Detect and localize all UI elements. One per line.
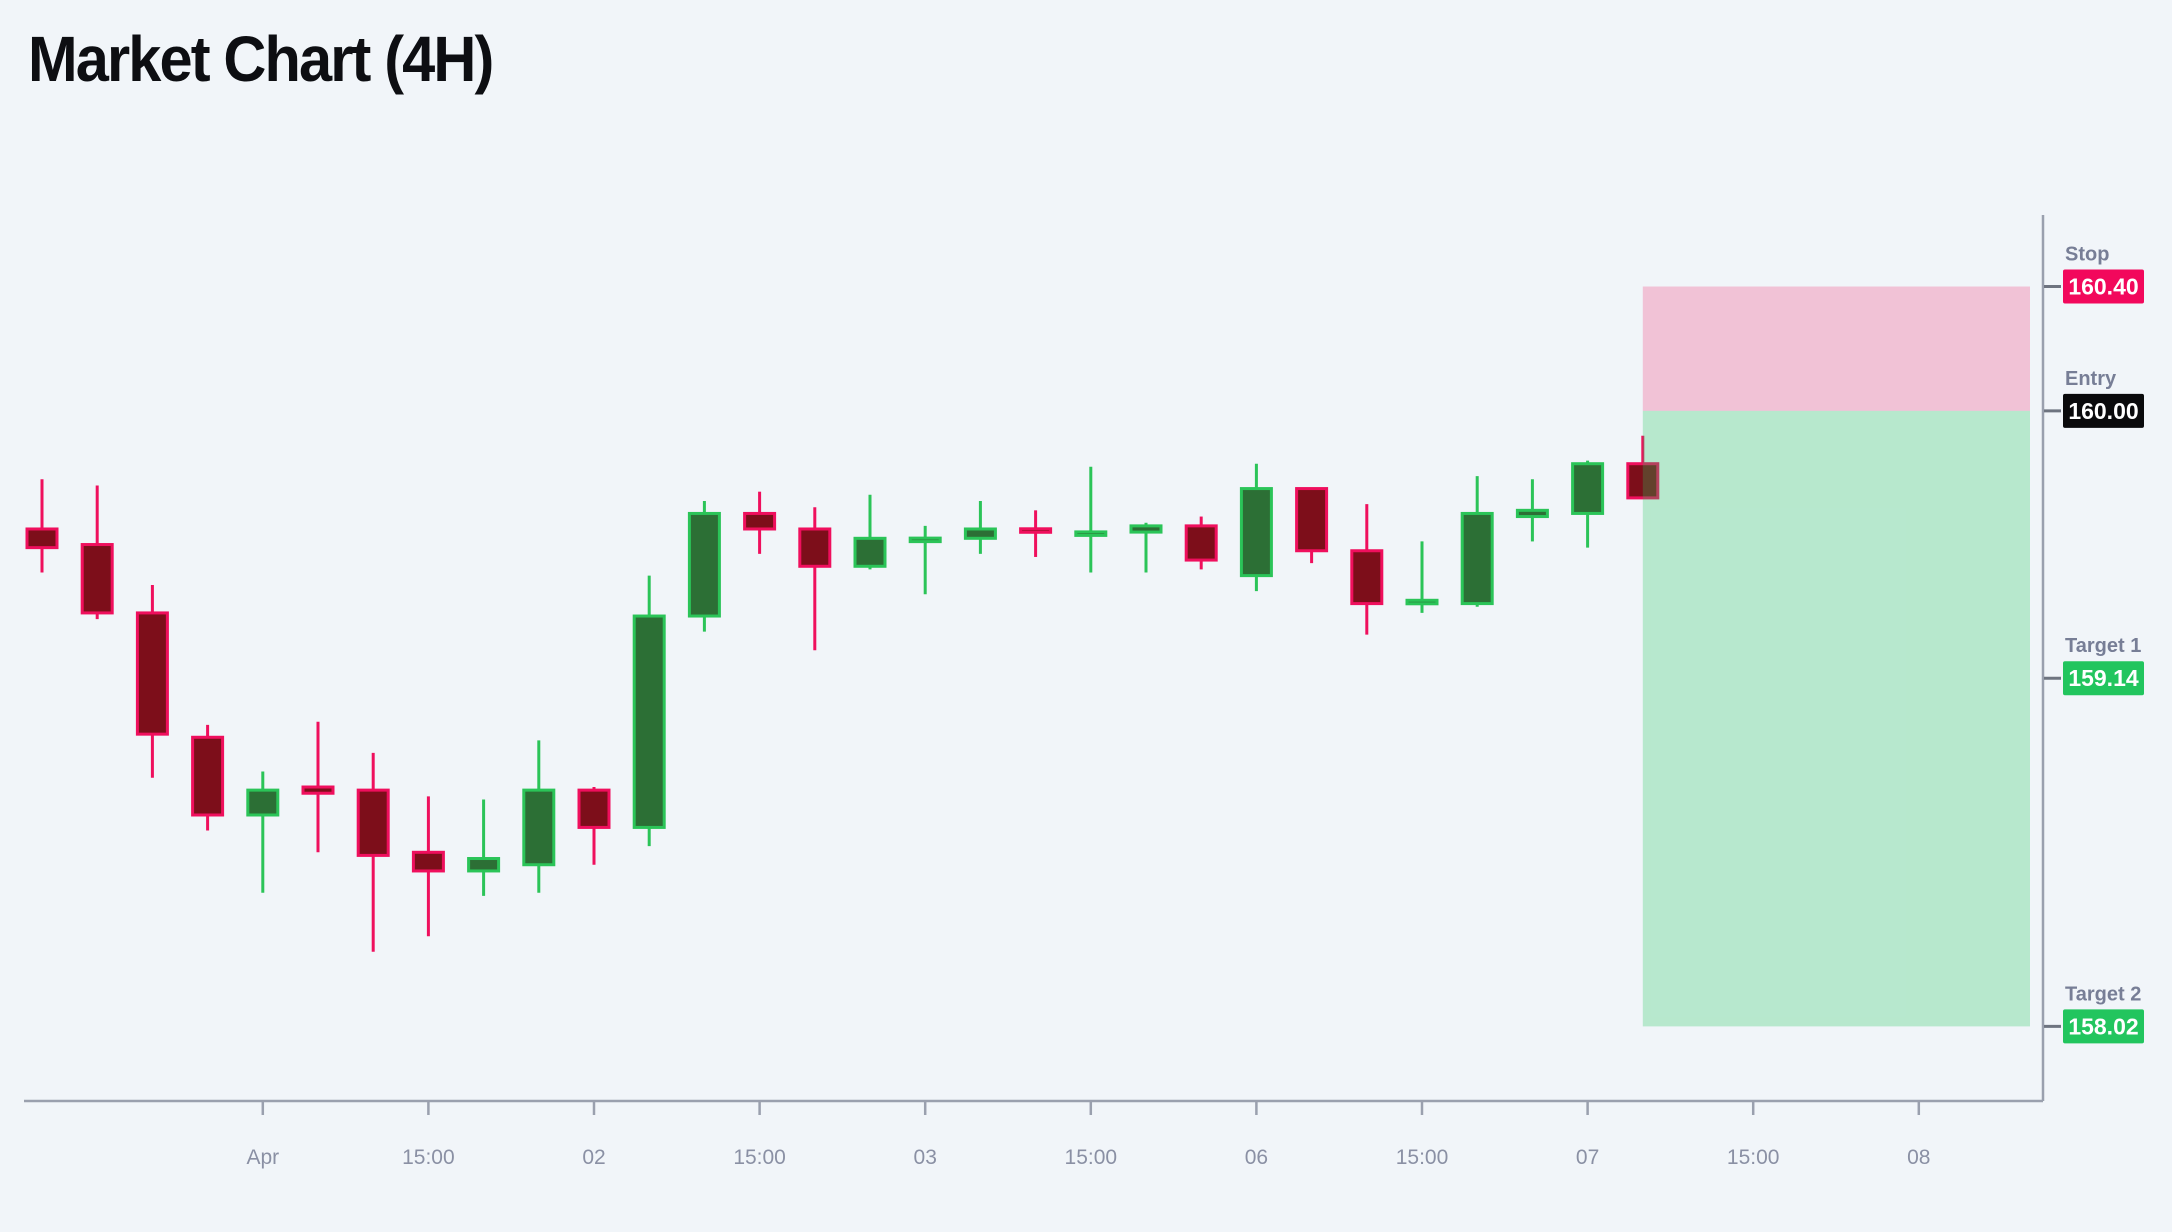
candle-down [80, 485, 114, 620]
x-axis-tick-label: 02 [582, 1146, 605, 1169]
candle-body [1019, 527, 1053, 534]
candles-layer [25, 435, 1660, 952]
candle-down [743, 491, 777, 554]
price-level-target1: Target 1 159.14 [2044, 635, 2144, 696]
candle-body [687, 511, 721, 618]
candle-body [25, 527, 59, 550]
target2-label: Target 2 [2065, 983, 2141, 1005]
candle-body [1626, 462, 1660, 500]
stop-zone [1642, 286, 2030, 411]
price-level-stop: Stop 160.40 [2044, 244, 2144, 304]
candle-body [411, 850, 445, 873]
candle-body [356, 788, 390, 857]
candle-body [632, 614, 666, 829]
x-axis-tick-label: 15:00 [402, 1146, 455, 1169]
candle-up [963, 501, 997, 554]
stop-label: Stop [2065, 244, 2109, 266]
candle-body [1405, 598, 1439, 606]
candle-up [908, 525, 942, 595]
candle-body [80, 543, 114, 615]
candle-up [853, 494, 887, 570]
candle-down [25, 479, 59, 573]
candle-body [522, 788, 556, 867]
target-zone [1642, 410, 2030, 1027]
entry-label: Entry [2065, 368, 2117, 390]
candle-body [963, 527, 997, 540]
candle-body [1074, 530, 1108, 537]
candle-down [191, 724, 225, 831]
candle-down [135, 584, 169, 778]
candle-down [798, 507, 832, 651]
entry-price-badge [2063, 393, 2144, 428]
candle-down [577, 787, 611, 865]
candle-down [356, 752, 390, 952]
candle-body [1184, 524, 1218, 562]
target1-label: Target 1 [2065, 635, 2141, 657]
candle-up [246, 771, 280, 893]
candle-up [1515, 479, 1549, 542]
candle-up [632, 575, 666, 847]
candle-body [798, 527, 832, 568]
candle-down [1184, 516, 1218, 570]
price-level-entry: Entry 160.00 [2044, 368, 2144, 428]
x-axis-tick-label: 15:00 [1727, 1146, 1780, 1169]
candle-up [687, 501, 721, 632]
candle-down [411, 796, 445, 937]
target1-price-badge [2063, 661, 2144, 696]
target2-price-value: 158.02 [2068, 1013, 2138, 1039]
x-axis-tick-label: 15:00 [1396, 1146, 1449, 1169]
candle-up [1405, 541, 1439, 613]
candle-up [467, 799, 501, 896]
candle-down [1626, 435, 1660, 500]
candle-up [1571, 460, 1605, 548]
candle-down [301, 721, 335, 853]
x-axis-tick-label: 08 [1907, 1146, 1930, 1169]
x-axis-tick-label: 06 [1245, 1146, 1268, 1169]
candle-body [1571, 462, 1605, 515]
x-axis-tick-label: Apr [246, 1146, 279, 1169]
candle-body [1350, 549, 1384, 606]
stop-price-value: 160.40 [2068, 274, 2138, 300]
candle-body [246, 788, 280, 817]
candle-body [1129, 524, 1163, 534]
x-axis-tick-label: 15:00 [733, 1146, 786, 1169]
candle-body [853, 536, 887, 568]
candle-body [301, 785, 335, 795]
candle-body [908, 536, 942, 544]
candle-down [1295, 487, 1329, 564]
entry-price-value: 160.00 [2068, 398, 2138, 424]
candle-body [467, 857, 501, 873]
candle-down [1350, 504, 1384, 635]
x-axis-tick-label: 03 [914, 1146, 937, 1169]
candle-body [1239, 487, 1273, 578]
candle-body [191, 735, 225, 817]
candle-up [1129, 522, 1163, 573]
candle-body [743, 511, 777, 531]
candle-body [1460, 511, 1494, 606]
price-level-target2: Target 2 158.02 [2044, 983, 2144, 1044]
candle-down [1019, 510, 1053, 557]
candle-body [1295, 487, 1329, 553]
candle-up [522, 740, 556, 893]
x-axis-tick-label: 15:00 [1065, 1146, 1118, 1169]
x-axis-tick-label: 07 [1576, 1146, 1599, 1169]
candle-up [1239, 463, 1273, 592]
candle-body [1515, 508, 1549, 519]
page-title: Market Chart (4H) [28, 23, 494, 95]
target2-price-badge [2063, 1009, 2144, 1044]
candle-body [135, 611, 169, 736]
stop-price-badge [2063, 269, 2144, 304]
candle-up [1460, 476, 1494, 607]
target1-price-value: 159.14 [2068, 665, 2139, 691]
candle-body [577, 788, 611, 829]
candle-up [1074, 466, 1108, 573]
